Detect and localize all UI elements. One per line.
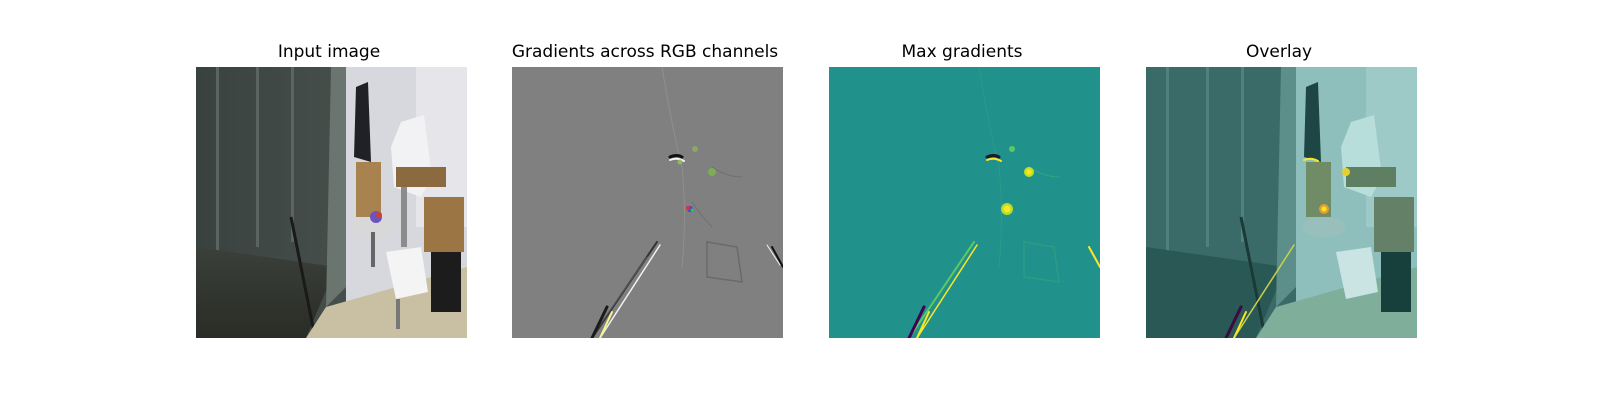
overlay-panel xyxy=(1146,67,1417,338)
panel-title-overlay: Overlay xyxy=(1245,42,1313,62)
overlay-image xyxy=(1146,67,1417,338)
input-image-panel xyxy=(196,67,467,338)
max-gradients-heatmap xyxy=(829,67,1100,338)
panel-title-input-image: Input image xyxy=(277,42,381,62)
panel-title-max-gradients: Max gradients xyxy=(901,42,1023,62)
panel-title-gradients-rgb: Gradients across RGB channels xyxy=(511,42,779,62)
max-gradients-panel xyxy=(829,67,1100,338)
input-image xyxy=(196,67,467,338)
gradients-rgb-map xyxy=(512,67,783,338)
gradients-rgb-panel xyxy=(512,67,783,338)
